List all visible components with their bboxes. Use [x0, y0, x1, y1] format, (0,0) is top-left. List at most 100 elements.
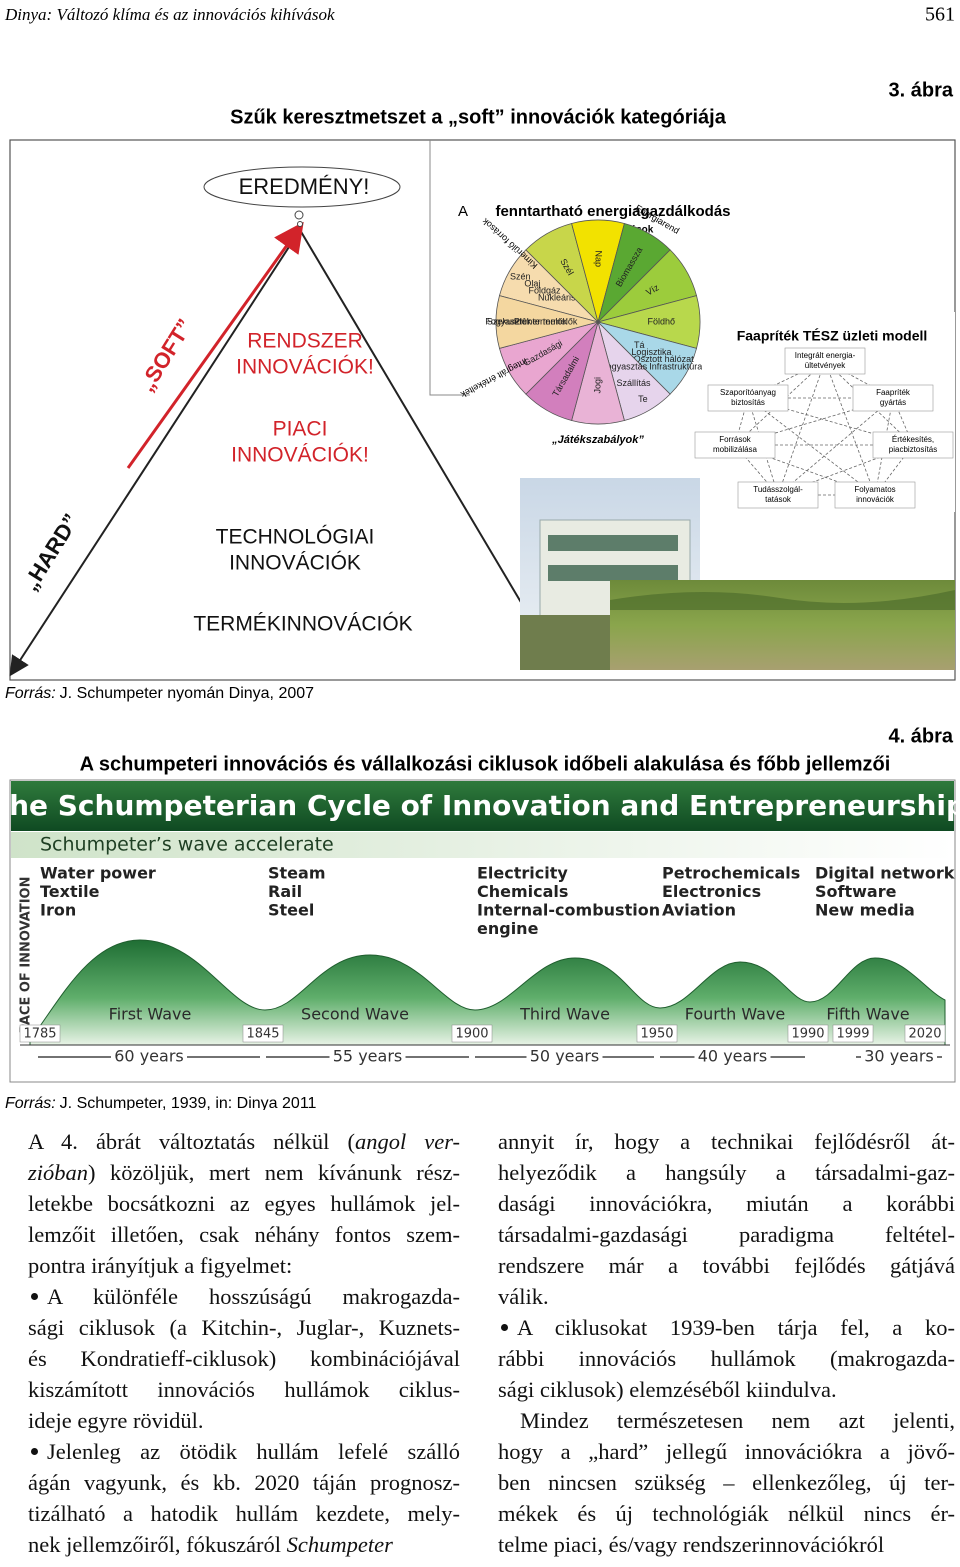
figure-title: A schumpeteri innovációs és vállalkozási… — [80, 753, 891, 775]
wheel-frame — [429, 140, 470, 396]
text-line: dasági innovációkra, miután a korábbi — [498, 1188, 955, 1219]
text: ágán vagyunk, és kb. 2020 táján prognosz… — [28, 1470, 460, 1495]
text-line: sági ciklusok (a Kitchin-, Juglar-, Kuzn… — [28, 1312, 460, 1343]
model-node-label: piacbiztosítás — [889, 445, 937, 454]
cloud-bubble — [297, 221, 303, 227]
text: annyit ír, hogy a technikai fejlődésről … — [498, 1129, 955, 1154]
text-line: zióban) közöljük, mert nem kívánunk rész… — [28, 1157, 460, 1188]
model-panel — [702, 312, 955, 512]
wheel-label: Nap — [594, 251, 604, 268]
figure-label: 4. ábra — [889, 725, 954, 747]
text: rábbi innovációs hullámok (makrogazda- — [498, 1346, 955, 1371]
period-label: 50 years — [530, 1047, 599, 1066]
innovation-level: TECHNOLÓGIAI — [216, 526, 375, 549]
year-label: 1785 — [23, 1027, 56, 1042]
year-box — [451, 1024, 493, 1043]
model-link — [747, 397, 876, 496]
period-box — [861, 1047, 937, 1067]
innovation-level: TERMÉKINNOVÁCIÓK — [193, 613, 412, 636]
figures: Dinya: Változó klíma és az innovációs ki… — [4, 3, 956, 1110]
wheel-label: Jogi — [592, 377, 602, 394]
model-node-label: Folyamatos — [854, 485, 895, 494]
text-line: válik. — [498, 1281, 955, 1312]
hard-label: „HARD” — [17, 509, 84, 595]
wave-label: Fourth Wave — [685, 1005, 786, 1024]
axis-label: PACE OF INNOVATION — [19, 877, 34, 1034]
innovation-wave — [29, 939, 946, 1046]
text: tizálható a hatodik hullám kezdete, mely… — [28, 1501, 460, 1526]
wave-label: First Wave — [109, 1005, 192, 1024]
era-item: Chemicals — [477, 882, 568, 901]
text-line: Jelenleg az ötödik hullám lefelé szálló — [28, 1436, 460, 1467]
text: és Kondratieff-ciklusok) kombinációjával — [28, 1346, 460, 1371]
text-line: nek jellemzőiről, fókuszáról Schumpeter — [28, 1529, 460, 1560]
model-node-label: innovációk — [856, 495, 895, 504]
text-line: és Kondratieff-ciklusok) kombinációjával — [28, 1343, 460, 1374]
era-item: Internal-combustion — [477, 901, 660, 920]
era-item: Software — [815, 882, 897, 901]
wheel-label: Tá — [634, 340, 645, 350]
text: társadalmi-gazdasági paradigma feltétel- — [498, 1222, 955, 1247]
running-title: Dinya: Változó klíma és az innovációs ki… — [4, 5, 335, 24]
wheel-label: Földgáz — [529, 286, 562, 296]
era-item: Digital network — [815, 864, 955, 883]
text: helyeződik a hangsúly a társadalmi-gaz- — [498, 1160, 955, 1185]
text: ideje egyre rövidül. — [28, 1408, 204, 1433]
text-line: ben nincsen szükség – ellenkezőleg, új t… — [498, 1467, 955, 1498]
year-box — [636, 1024, 678, 1043]
wheel-label: Primer termelők — [514, 316, 578, 326]
text: sági ciklusok (a Kitchin-, Juglar-, Kuzn… — [28, 1315, 460, 1340]
text: Schumpeter — [286, 1532, 393, 1557]
image-subtitle-band — [11, 832, 954, 858]
era-item: Water power — [40, 864, 156, 883]
text-line: letekbe bocsátkozni az egyes hullámok je… — [28, 1188, 460, 1219]
model-title: Faapríték TÉSZ üzleti modell — [737, 328, 928, 344]
image-title-band — [11, 781, 954, 831]
model-link — [824, 360, 876, 496]
model-node — [784, 347, 866, 375]
model-node-label: tatások — [765, 495, 792, 504]
model-link — [777, 360, 826, 496]
wheel-prefix: A — [458, 203, 468, 220]
model-node-label: Faapríték — [876, 388, 911, 397]
model-link — [777, 397, 894, 496]
text: ) közöljük, mert nem kívánunk rész- — [88, 1160, 460, 1185]
period-box — [694, 1047, 771, 1067]
text-line: ideje egyre rövidül. — [28, 1405, 460, 1436]
bullet — [31, 1448, 38, 1456]
model-node — [834, 481, 916, 509]
model-node-label: Szaporítóanyag — [720, 388, 776, 397]
bullet — [501, 1324, 508, 1332]
innovation-level: INNOVÁCIÓK! — [231, 444, 369, 467]
text-line: Mindez természetesen nem azt jelenti, — [498, 1405, 955, 1436]
model-node — [852, 384, 934, 412]
era-item: Electronics — [662, 882, 761, 901]
model-link — [777, 444, 914, 496]
model-node-label: Tudásszolgál- — [753, 485, 803, 494]
page-number: 561 — [925, 4, 955, 26]
text-line: annyit ír, hogy a technikai fejlődésről … — [498, 1126, 955, 1157]
era-item: engine — [477, 919, 539, 938]
year-label: 1950 — [640, 1027, 673, 1042]
era-item: Rail — [268, 882, 302, 901]
model-node-label: Értékesítés, — [892, 435, 934, 444]
wheel-label: Fogyasztók — [485, 316, 532, 326]
model-node-label: Források — [719, 435, 752, 444]
wheel-label: Szállítás — [617, 378, 652, 388]
text: angol ver- — [354, 1129, 460, 1154]
era-item: Steel — [268, 901, 314, 920]
model-node-label: ültetvények — [805, 361, 846, 370]
wheel-wedge — [495, 295, 600, 349]
wheel-label: Olaj — [524, 279, 540, 289]
text-line: helyeződik a hangsúly a társadalmi-gaz- — [498, 1157, 955, 1188]
text: letekbe bocsátkozni az egyes hullámok je… — [28, 1191, 460, 1216]
text: A ciklusokat 1939-ben tárja fel, a ko- — [517, 1315, 955, 1340]
wheel-rules: „Játékszabályok” — [551, 434, 644, 446]
text-line: mékek és új technológiák nélkül nincs ér… — [498, 1498, 955, 1529]
soft-arrow — [126, 221, 304, 469]
model-node-label: mobilizálása — [713, 445, 758, 454]
wheel-label: Földhő — [647, 316, 675, 326]
period-label: 40 years — [698, 1047, 767, 1066]
wheel-label: Osztott hálózat — [634, 354, 695, 364]
